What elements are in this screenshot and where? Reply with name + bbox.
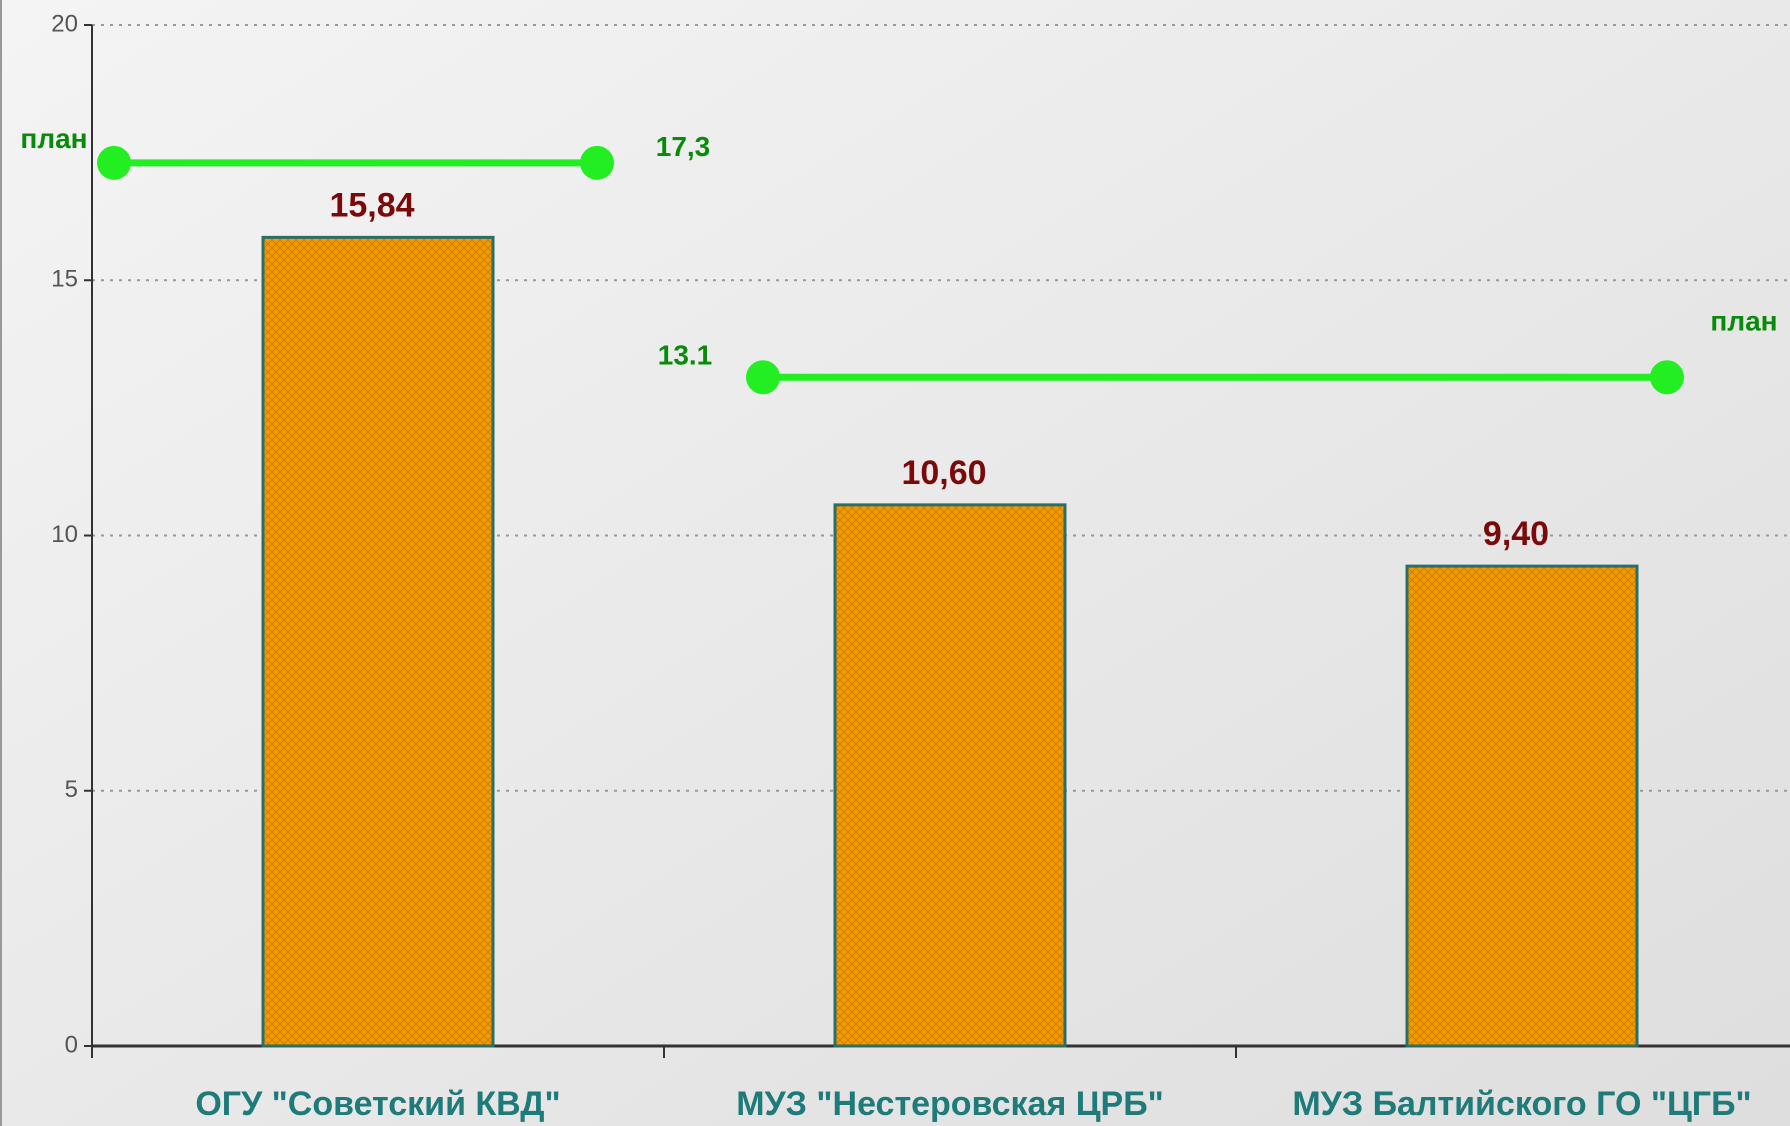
plan-marker (580, 145, 614, 180)
data-label: 10,60 (901, 454, 986, 492)
plan-label: план (20, 123, 87, 154)
plan-value-label: 17,3 (656, 131, 711, 162)
plan-label: план (1710, 306, 1777, 337)
bar (1405, 564, 1639, 1048)
data-label: 15,84 (329, 186, 414, 224)
y-tick-label: 0 (65, 1031, 78, 1058)
plan-marker (746, 360, 780, 395)
bar (833, 503, 1067, 1048)
bar (261, 235, 495, 1048)
y-tick-label: 20 (51, 10, 78, 37)
x-tick-label: МУЗ Балтийского ГО "ЦГБ" (1292, 1085, 1751, 1123)
y-tick-label: 15 (51, 266, 78, 293)
y-tick-label: 5 (65, 776, 78, 803)
data-label: 9,40 (1483, 515, 1549, 553)
x-tick-label: МУЗ "Нестеровская ЦРБ" (736, 1085, 1164, 1123)
x-tick-label: ОГУ "Советский КВД" (195, 1085, 560, 1123)
y-tick-label: 10 (51, 521, 78, 548)
plan-value-label: 13.1 (658, 340, 713, 371)
plan-marker (1650, 360, 1684, 395)
plan-marker (97, 145, 131, 180)
